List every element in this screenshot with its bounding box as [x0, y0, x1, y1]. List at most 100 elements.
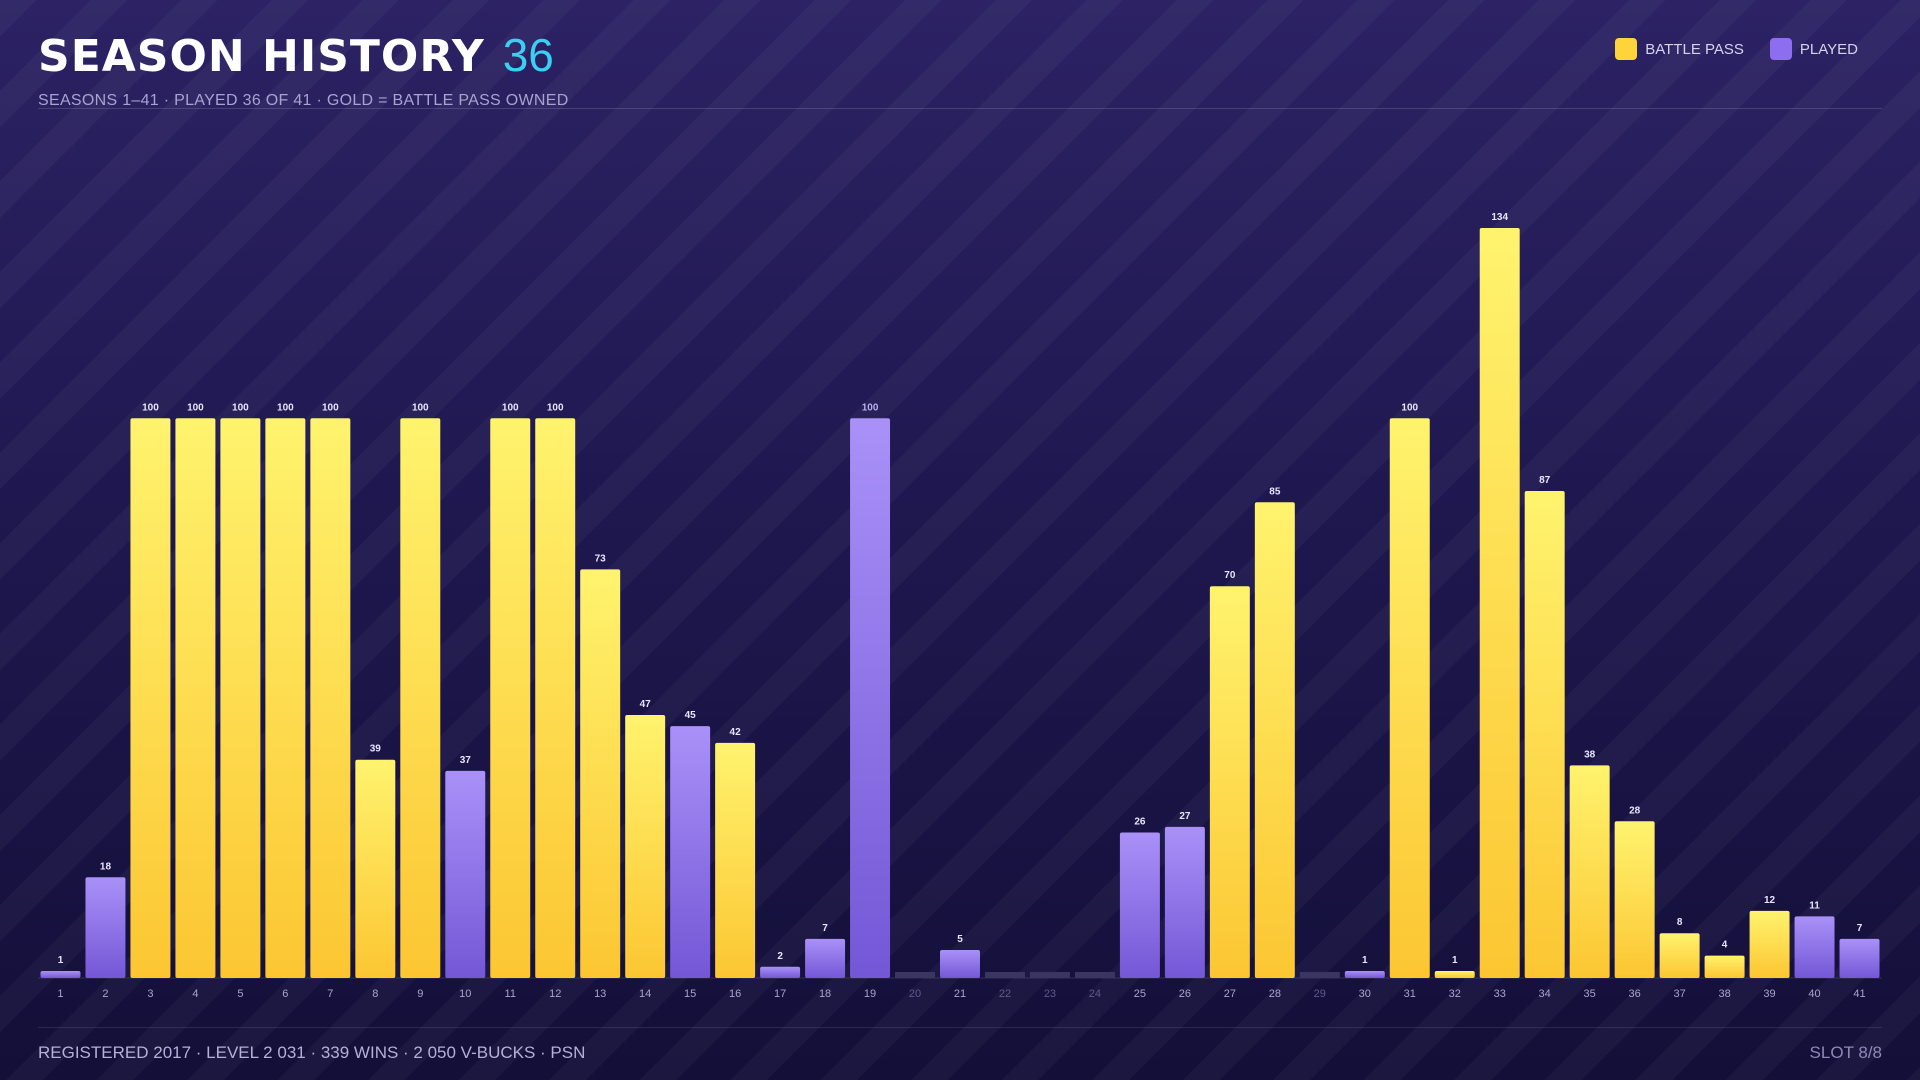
- bar-season-13: [580, 569, 621, 978]
- tick-label-season-14: 14: [639, 988, 651, 1000]
- tick-label-season-29: 29: [1314, 988, 1326, 1000]
- tick-label-season-27: 27: [1224, 988, 1236, 1000]
- bar-season-37: [1659, 933, 1700, 978]
- data-label-season-17: 2: [777, 951, 783, 962]
- data-label-season-14: 47: [640, 699, 652, 710]
- tick-label-season-6: 6: [282, 988, 288, 1000]
- data-label-season-32: 1: [1452, 955, 1458, 966]
- tick-label-season-33: 33: [1494, 988, 1506, 1000]
- tick-label-season-26: 26: [1179, 988, 1191, 1000]
- data-label-season-34: 87: [1539, 475, 1551, 486]
- bar-season-16: [715, 742, 756, 978]
- bar-season-26: [1164, 826, 1205, 978]
- data-label-season-40: 11: [1809, 900, 1820, 911]
- legend-item-played: PLAYED: [1769, 38, 1858, 60]
- tick-label-season-13: 13: [594, 988, 606, 1000]
- data-label-season-11: 100: [502, 402, 519, 413]
- data-label-season-38: 4: [1722, 940, 1728, 951]
- bar-season-34: [1524, 491, 1565, 978]
- tick-label-season-12: 12: [549, 988, 561, 1000]
- bar-season-23: [1029, 972, 1070, 978]
- bar-season-11: [490, 418, 531, 979]
- tick-label-season-5: 5: [237, 988, 243, 1000]
- data-label-season-41: 7: [1857, 923, 1863, 934]
- bar-season-4: [175, 418, 216, 979]
- tick-label-season-4: 4: [192, 988, 198, 1000]
- bar-season-6: [265, 418, 306, 979]
- data-label-season-2: 18: [100, 861, 112, 872]
- bar-season-3: [130, 418, 171, 979]
- data-label-season-3: 100: [142, 402, 159, 413]
- bar-season-24: [1074, 972, 1115, 978]
- tick-label-season-21: 21: [954, 988, 966, 1000]
- tick-label-season-25: 25: [1134, 988, 1146, 1000]
- data-label-season-33: 134: [1491, 212, 1508, 223]
- tick-label-season-1: 1: [57, 988, 63, 1000]
- data-label-season-19: 100: [862, 402, 879, 413]
- header: SEASON HISTORY 36: [38, 28, 554, 88]
- data-label-season-36: 28: [1629, 805, 1641, 816]
- legend-label-battle-pass: BATTLE PASS: [1645, 40, 1744, 58]
- tick-label-season-19: 19: [864, 988, 876, 1000]
- data-label-season-37: 8: [1677, 917, 1683, 928]
- data-label-season-15: 45: [685, 710, 697, 721]
- bar-season-9: [400, 418, 441, 979]
- legend-swatch-played: [1769, 38, 1792, 60]
- page-title: SEASON HISTORY: [38, 31, 485, 82]
- bar-season-12: [535, 418, 576, 979]
- data-label-season-35: 38: [1584, 749, 1596, 760]
- bar-season-22: [984, 972, 1025, 978]
- bar-season-21: [940, 950, 980, 978]
- tick-label-season-38: 38: [1718, 988, 1730, 1000]
- tick-label-season-37: 37: [1673, 988, 1685, 1000]
- legend-item-battle-pass: BATTLE PASS: [1615, 38, 1744, 60]
- bars-group: 1118210031004100510061007398100937101001…: [40, 212, 1880, 1000]
- bar-season-14: [625, 714, 666, 978]
- tick-label-season-3: 3: [147, 988, 153, 1000]
- footer-divider: [38, 1027, 1882, 1028]
- tick-label-season-9: 9: [417, 988, 423, 1000]
- tick-label-season-2: 2: [102, 988, 108, 1000]
- data-label-season-21: 5: [957, 934, 963, 945]
- bar-season-29: [1299, 972, 1340, 978]
- tick-label-season-10: 10: [459, 988, 471, 1000]
- tick-label-season-8: 8: [372, 988, 378, 1000]
- bar-season-36: [1614, 821, 1655, 978]
- tick-label-season-35: 35: [1584, 988, 1596, 1000]
- tick-label-season-22: 22: [999, 988, 1011, 1000]
- data-label-season-18: 7: [822, 923, 828, 934]
- data-label-season-6: 100: [277, 402, 294, 413]
- chart-legend: BATTLE PASS PLAYED: [1615, 38, 1858, 60]
- data-label-season-30: 1: [1362, 955, 1368, 966]
- bar-season-15: [670, 726, 711, 978]
- tick-label-season-41: 41: [1853, 988, 1865, 1000]
- data-label-season-26: 27: [1179, 811, 1191, 822]
- bar-season-1: [40, 971, 81, 978]
- legend-label-played: PLAYED: [1799, 40, 1858, 58]
- bar-season-32: [1434, 971, 1475, 978]
- tick-label-season-24: 24: [1089, 988, 1101, 1000]
- data-label-season-1: 1: [58, 955, 64, 966]
- tick-label-season-17: 17: [774, 988, 786, 1000]
- tick-label-season-16: 16: [729, 988, 741, 1000]
- data-label-season-28: 85: [1269, 486, 1281, 497]
- footer-stats: REGISTERED 2017 · LEVEL 2 031 · 339 WINS…: [38, 1043, 586, 1062]
- data-label-season-27: 70: [1224, 570, 1236, 581]
- data-label-season-39: 12: [1764, 895, 1776, 906]
- bar-season-18: [805, 938, 846, 978]
- bar-season-31: [1389, 418, 1430, 979]
- data-label-season-7: 100: [322, 402, 339, 413]
- legend-swatch-battle-pass: [1615, 38, 1638, 60]
- bar-season-19: [850, 418, 891, 979]
- bar-season-40: [1794, 916, 1835, 978]
- bar-season-17: [760, 966, 801, 978]
- tick-label-season-18: 18: [819, 988, 831, 1000]
- tick-label-season-11: 11: [505, 988, 516, 1000]
- bar-season-28: [1254, 502, 1295, 978]
- tick-label-season-30: 30: [1359, 988, 1371, 1000]
- data-label-season-4: 100: [187, 402, 204, 413]
- tick-label-season-23: 23: [1044, 988, 1056, 1000]
- tick-label-season-34: 34: [1539, 988, 1551, 1000]
- season-count: 36: [502, 29, 554, 81]
